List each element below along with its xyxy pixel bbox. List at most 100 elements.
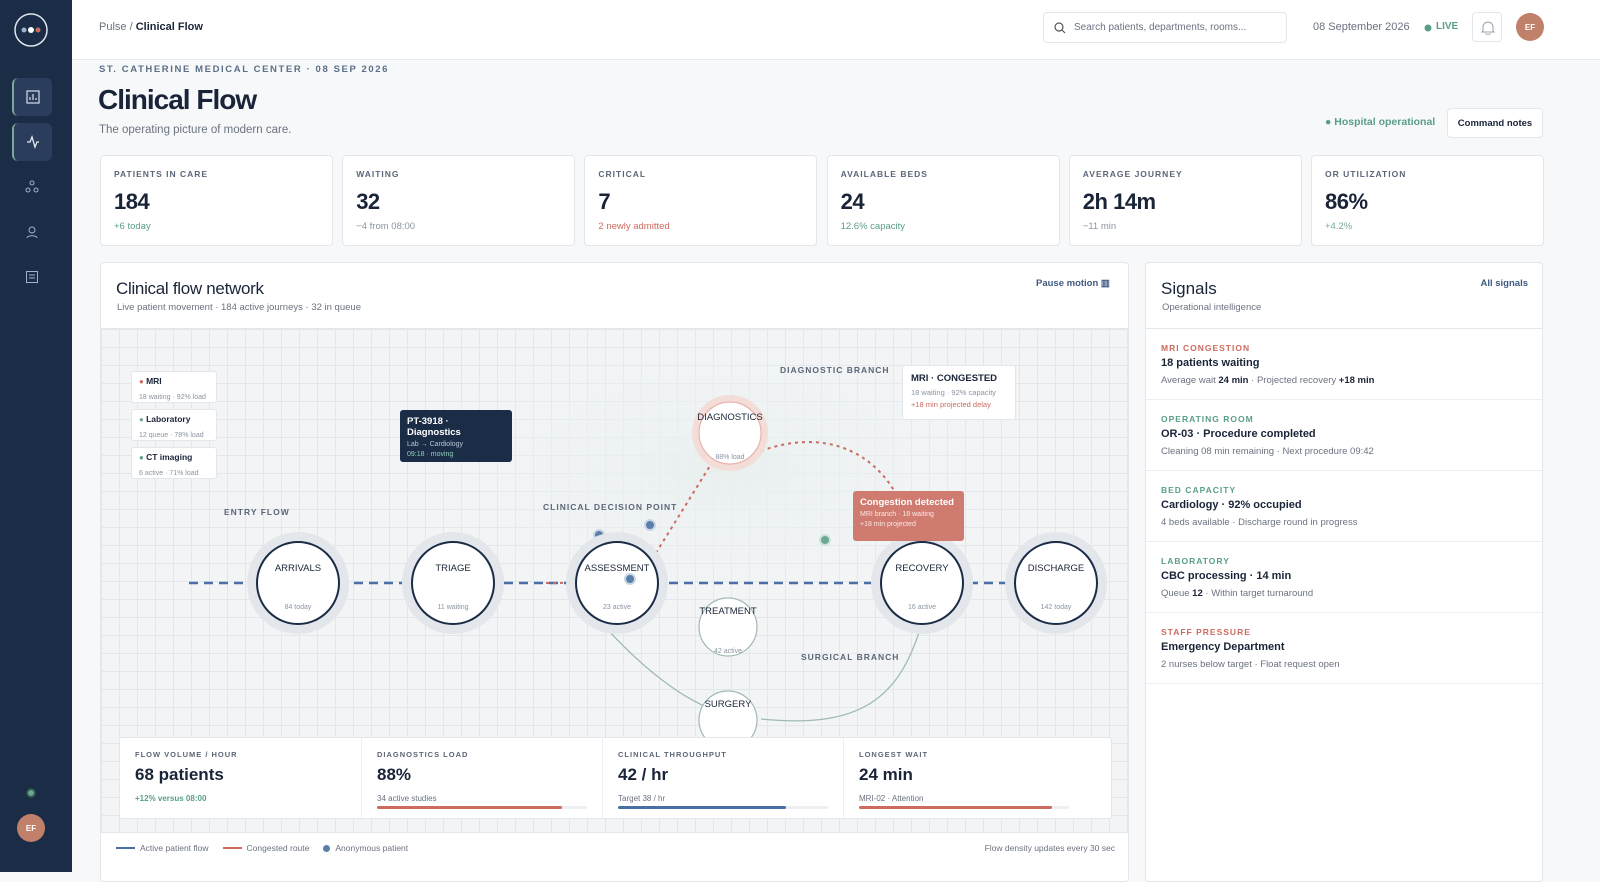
signal-category: LABORATORY bbox=[1161, 556, 1230, 566]
resource-detail: 6 active · 71% load bbox=[139, 470, 199, 477]
pause-text: Pause motion bbox=[1036, 278, 1099, 289]
signal-detail-part: 12 bbox=[1192, 588, 1203, 599]
status: ● Hospital operational bbox=[1325, 116, 1436, 128]
kpi-card: AVAILABLE BEDS 24 12.6% capacity bbox=[826, 155, 1060, 246]
resource-detail: 18 waiting · 92% load bbox=[139, 394, 206, 401]
flow-node: TREATMENT 42 active bbox=[698, 597, 758, 657]
node-detail: 16 active bbox=[908, 604, 936, 611]
node-label: SURGERY bbox=[705, 699, 752, 710]
breadcrumb-parent[interactable]: Pulse bbox=[99, 21, 127, 33]
legend-item: Congested route bbox=[222, 843, 309, 853]
live: LIVE bbox=[1436, 21, 1459, 32]
kpi-delta: 12.6% capacity bbox=[840, 221, 906, 232]
tooltip-title: PT-3918 · Diagnostics bbox=[407, 416, 461, 438]
kpi-delta: −11 min bbox=[1082, 221, 1117, 232]
patient-dot bbox=[644, 519, 656, 531]
all-signals[interactable]: All signals bbox=[1480, 278, 1528, 289]
nav-patients[interactable] bbox=[12, 213, 52, 251]
glow bbox=[421, 329, 1021, 619]
search-box[interactable]: Search patients, departments, rooms... bbox=[1043, 12, 1287, 43]
date: 08 September 2026 bbox=[1313, 21, 1410, 33]
surgical-route bbox=[760, 618, 924, 722]
metric: DIAGNOSTICS LOAD 88% 34 active studies bbox=[361, 738, 602, 820]
network-footer: Active patient flow Congested route Anonym… bbox=[101, 832, 1128, 881]
kpi-value: 2h 14m bbox=[1082, 189, 1156, 214]
flow-node: TRIAGE 11 waiting bbox=[402, 532, 504, 634]
kpi-value: 86% bbox=[1325, 189, 1368, 214]
metric: LONGEST WAIT 24 min MRI-02 · Attention bbox=[843, 738, 1084, 820]
kpi-value: 24 bbox=[840, 189, 865, 214]
pause-motion[interactable]: Pause motion ▥ bbox=[1036, 278, 1110, 289]
flow-canvas: ARRIVALS 84 today TRIAGE 11 waiting ASSESSME… bbox=[101, 328, 1128, 832]
metric-label: FLOW VOLUME / HOUR bbox=[135, 750, 238, 759]
node-label: DISCHARGE bbox=[1028, 563, 1084, 574]
metric-note: Target 38 / hr bbox=[618, 794, 666, 803]
signal-title: Emergency Department bbox=[1161, 641, 1285, 653]
patient-dot bbox=[819, 534, 831, 546]
nav-flow[interactable] bbox=[12, 123, 52, 161]
node-label: ASSESSMENT bbox=[585, 563, 650, 574]
signal-detail: 4 beds available · Discharge round in pr… bbox=[1161, 517, 1529, 528]
resource-name-text: CT imaging bbox=[146, 452, 193, 462]
avatar[interactable]: EF bbox=[1516, 13, 1544, 41]
kpi-card: AVERAGE JOURNEY 2h 14m −11 min bbox=[1068, 155, 1302, 246]
signal-detail: Queue 12 · Within target turnaround bbox=[1161, 588, 1529, 599]
nav-reports[interactable] bbox=[12, 258, 52, 296]
resource-dot: ● bbox=[139, 377, 147, 386]
metric-label: DIAGNOSTICS LOAD bbox=[377, 750, 469, 759]
nav-dashboard[interactable] bbox=[12, 78, 52, 116]
resource-name: ● Laboratory bbox=[139, 414, 209, 424]
node-circle bbox=[880, 541, 964, 625]
resource-card: ● CT imaging 6 active · 71% load bbox=[131, 447, 217, 479]
network-subtitle: Live patient movement · 184 active journ… bbox=[117, 302, 361, 313]
command-notes-button[interactable]: Command notes bbox=[1447, 108, 1543, 138]
metric-value: 68 patients bbox=[135, 765, 224, 784]
congestion-alert: Congestion detected MRI branch · 18 waiti… bbox=[853, 491, 964, 541]
congested-delay: +18 min projected delay bbox=[911, 400, 991, 409]
network-panel: Clinical flow network Live patient movem… bbox=[100, 262, 1129, 882]
kpi-label: AVAILABLE BEDS bbox=[840, 169, 928, 179]
signal-title: CBC processing · 14 min bbox=[1161, 570, 1292, 582]
legend-swatch bbox=[323, 844, 331, 852]
resource-dot: ● bbox=[139, 415, 147, 424]
kpi-delta: −4 from 08:00 bbox=[356, 221, 416, 232]
kpi-card: OR UTILIZATION 86% +4.2% bbox=[1311, 155, 1544, 246]
metric-bar bbox=[859, 806, 1053, 809]
signal-detail: 2 nurses below target · Float request op… bbox=[1161, 659, 1529, 670]
legend: Active patient flow Congested route Anonym… bbox=[116, 843, 408, 853]
metric-value: 24 min bbox=[859, 765, 913, 784]
metric-bar-track bbox=[618, 806, 828, 809]
legend-swatch bbox=[222, 847, 242, 849]
node-circle bbox=[411, 541, 495, 625]
branch-label: SURGICAL BRANCH bbox=[801, 652, 900, 662]
breadcrumb-current: Clinical Flow bbox=[135, 21, 203, 33]
flow-node: RECOVERY 16 active bbox=[871, 532, 973, 634]
page-subtitle: The operating picture of modern care. bbox=[99, 124, 292, 136]
flow-node: DIAGNOSTICS 88% load bbox=[692, 395, 768, 471]
signal: LABORATORY CBC processing · 14 min Queue 1… bbox=[1146, 542, 1542, 613]
metric-note: MRI-02 · Attention bbox=[859, 794, 924, 803]
alert-title: Congestion detected bbox=[860, 497, 954, 508]
search-placeholder: Search patients, departments, rooms... bbox=[1074, 22, 1247, 33]
metric-value: 88% bbox=[377, 765, 412, 784]
node-detail: 88% load bbox=[715, 454, 744, 461]
avatar[interactable]: EF bbox=[17, 814, 45, 842]
metric-bar bbox=[618, 806, 786, 809]
notifications[interactable] bbox=[1472, 12, 1502, 42]
branch-label: DIAGNOSTIC BRANCH bbox=[780, 365, 890, 375]
alert-line: MRI branch · 18 waiting bbox=[860, 511, 934, 518]
tooltip-route: Lab → Cardiology bbox=[407, 441, 464, 448]
eyebrow: ST. CATHERINE MEDICAL CENTER · 08 SEP 20… bbox=[99, 64, 389, 75]
metric-bar-track bbox=[377, 806, 587, 809]
network-title: Clinical flow network bbox=[116, 279, 264, 298]
kpi-label: CRITICAL bbox=[598, 169, 647, 179]
resource-name: ● MRI bbox=[139, 376, 209, 386]
node-label: DIAGNOSTICS bbox=[697, 412, 762, 423]
legend-swatch bbox=[116, 847, 135, 849]
metric-note: +12% versus 08:00 bbox=[135, 794, 207, 803]
signal-list: MRI CONGESTION 18 patients waiting Average… bbox=[1146, 328, 1542, 881]
signal-detail-part: · Projected recovery bbox=[1248, 375, 1339, 386]
node-label: RECOVERY bbox=[895, 563, 949, 574]
nav-network[interactable] bbox=[12, 168, 52, 206]
